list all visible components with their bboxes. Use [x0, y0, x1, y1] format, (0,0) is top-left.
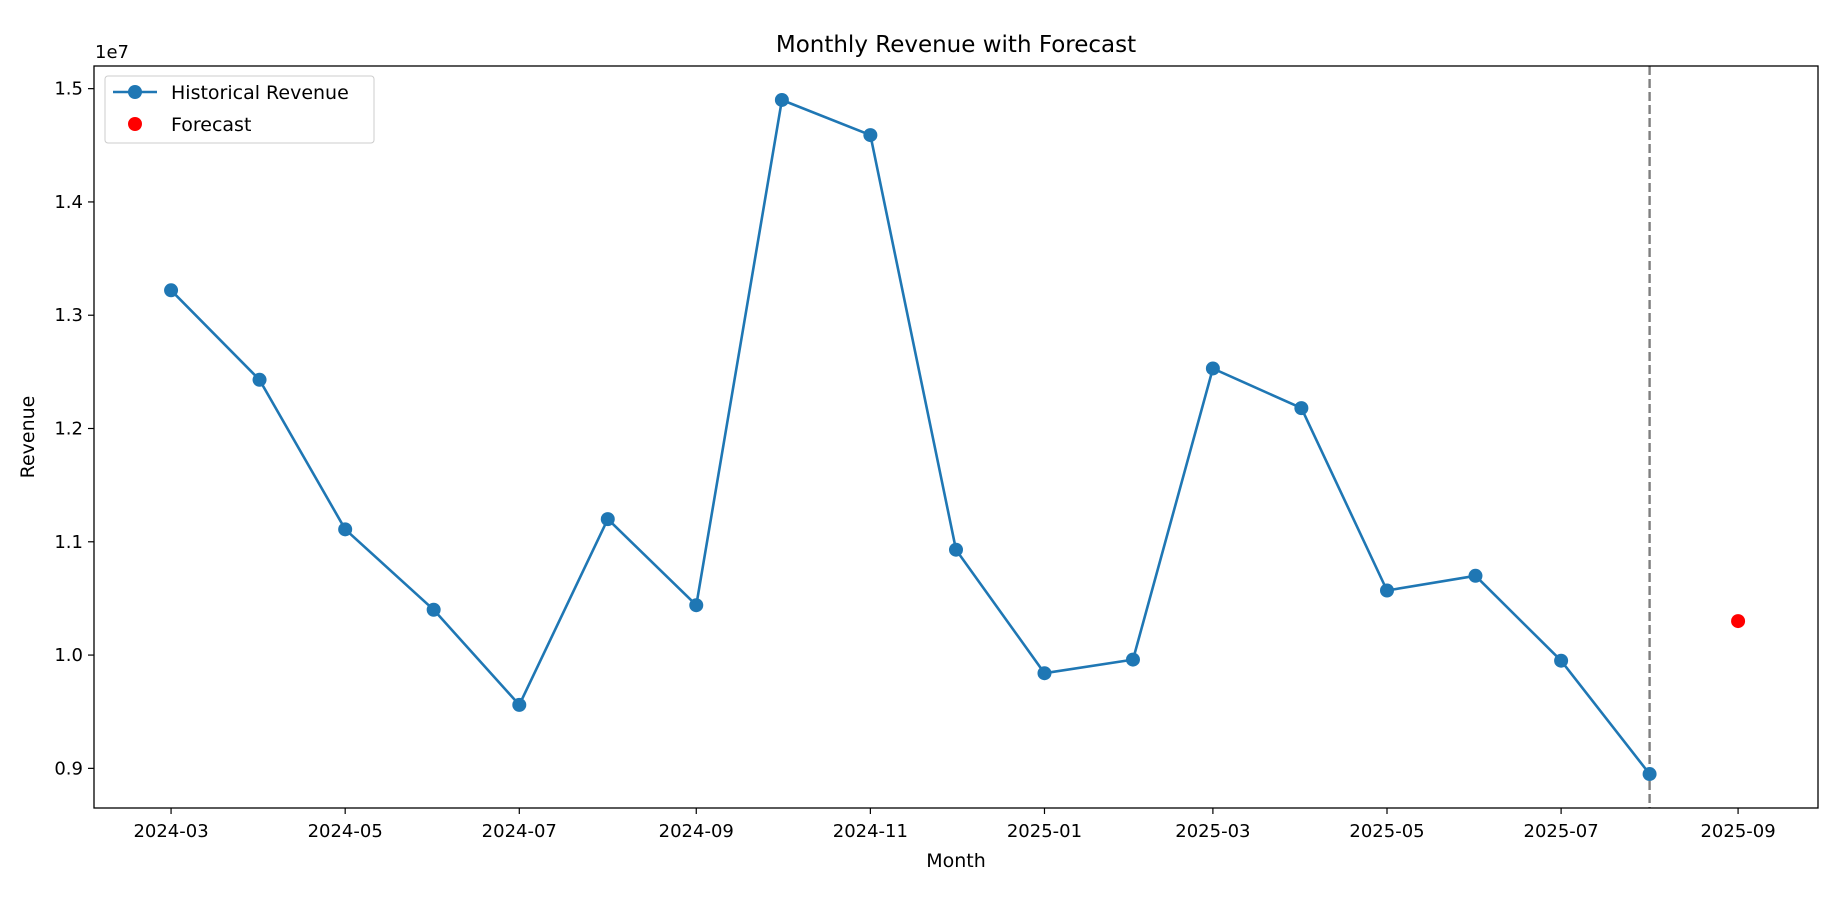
series-layer — [164, 92, 1746, 782]
historical-revenue-point — [949, 542, 963, 557]
x-axis-ticks: 2024-03 2024-05 2024-07 2024-09 2024-11 2025-… — [133, 808, 1776, 842]
historical-revenue-point — [1380, 583, 1394, 598]
forecast-point — [1731, 614, 1746, 629]
x-tick-label: 2025-07 — [1524, 821, 1599, 842]
legend-label-forecast: Forecast — [171, 114, 251, 136]
historical-revenue-point — [1554, 653, 1569, 668]
historical-revenue-point — [426, 602, 441, 617]
x-axis-label: Month — [926, 850, 986, 872]
x-tick-label: 2025-05 — [1349, 821, 1424, 842]
historical-revenue-point — [600, 512, 615, 527]
plot-frame — [93, 65, 1819, 809]
x-tick-label: 2025-03 — [1175, 821, 1250, 842]
chart-title: Monthly Revenue with Forecast — [776, 32, 1136, 58]
historical-revenue-point — [774, 92, 789, 107]
legend-forecast-marker — [128, 117, 142, 131]
historical-revenue-point — [1642, 767, 1657, 782]
y-tick-label: 1.3 — [54, 305, 83, 326]
historical-revenue-point — [164, 283, 179, 298]
x-tick-label: 2024-07 — [482, 821, 557, 842]
y-tick-label: 1.4 — [54, 192, 83, 213]
y-tick-label: 1.5 — [54, 79, 83, 100]
legend: Historical Revenue Forecast — [104, 75, 375, 144]
y-tick-label: 0.9 — [54, 758, 83, 779]
y-offset-label: 1e7 — [95, 42, 129, 63]
legend-frame — [104, 75, 375, 144]
legend-historical-marker — [128, 85, 142, 99]
y-tick-label: 1.0 — [54, 645, 83, 666]
y-axis-ticks: 0.9 1.0 1.1 1.2 1.3 1.4 1.5 — [54, 79, 94, 779]
historical-revenue-point — [1294, 401, 1309, 416]
x-tick-label: 2025-09 — [1700, 821, 1775, 842]
y-tick-label: 1.2 — [54, 419, 83, 440]
historical-revenue-point — [512, 697, 527, 712]
historical-revenue-line — [170, 98, 1651, 775]
historical-revenue-point — [1468, 568, 1483, 583]
x-tick-label: 2024-09 — [659, 821, 734, 842]
historical-revenue-point — [252, 372, 267, 387]
x-tick-label: 2024-05 — [308, 821, 383, 842]
y-axis-label: Revenue — [17, 396, 39, 479]
x-tick-label: 2025-01 — [1007, 821, 1082, 842]
y-tick-label: 1.1 — [54, 532, 83, 553]
legend-label-historical: Historical Revenue — [171, 82, 349, 104]
historical-revenue-point — [1125, 652, 1140, 667]
historical-revenue-point — [1205, 361, 1220, 376]
historical-revenue-point — [689, 598, 704, 613]
historical-revenue-point — [1037, 666, 1052, 681]
historical-revenue-point — [338, 522, 353, 537]
x-tick-label: 2024-03 — [133, 821, 208, 842]
historical-revenue-point — [863, 128, 878, 143]
x-tick-label: 2024-11 — [833, 821, 908, 842]
